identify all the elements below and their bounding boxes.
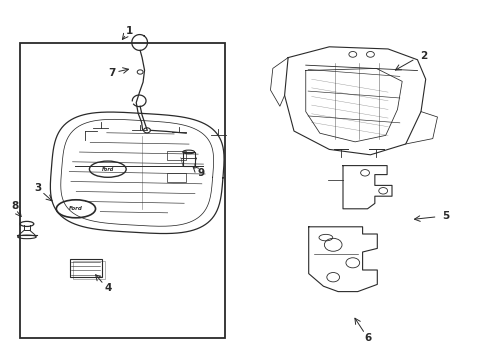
Text: 8: 8 xyxy=(11,201,18,211)
Text: 7: 7 xyxy=(108,68,116,78)
Bar xyxy=(73,261,105,279)
Bar xyxy=(183,152,195,166)
Bar xyxy=(70,259,102,277)
Bar xyxy=(167,151,186,160)
Text: 3: 3 xyxy=(35,183,42,193)
Bar xyxy=(20,43,225,338)
Text: 4: 4 xyxy=(104,283,112,293)
Text: 2: 2 xyxy=(420,51,427,61)
Text: 1: 1 xyxy=(126,26,133,36)
Text: 9: 9 xyxy=(197,168,204,178)
Text: Ford: Ford xyxy=(69,206,83,211)
Text: 6: 6 xyxy=(365,333,372,343)
Bar xyxy=(167,173,186,182)
Text: 5: 5 xyxy=(442,211,449,221)
Text: Ford: Ford xyxy=(102,167,114,172)
